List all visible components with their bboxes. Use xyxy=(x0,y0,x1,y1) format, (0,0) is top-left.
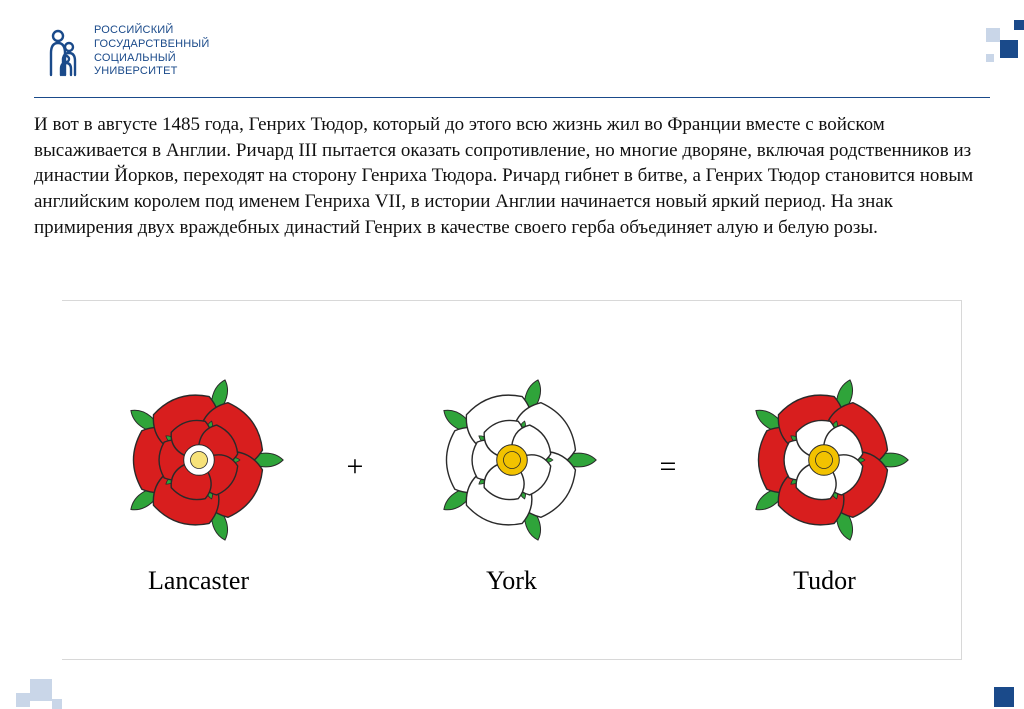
rose-tudor: Tudor xyxy=(739,375,909,596)
rose-icon xyxy=(739,375,909,550)
rose-label: Lancaster xyxy=(148,566,249,596)
rose-icon xyxy=(427,375,597,550)
rose-lancaster: Lancaster xyxy=(114,375,284,596)
equals-operator: = xyxy=(660,450,677,520)
org-line: СОЦИАЛЬНЫЙ xyxy=(94,52,209,66)
rose-equation-diagram: Lancaster + xyxy=(62,300,962,660)
rose-label: Tudor xyxy=(793,566,856,596)
org-line: УНИВЕРСИТЕТ xyxy=(94,65,209,79)
university-name: РОССИЙСКИЙ ГОСУДАРСТВЕННЫЙ СОЦИАЛЬНЫЙ УН… xyxy=(94,24,209,79)
rose-york: York xyxy=(427,375,597,596)
slide-header: РОССИЙСКИЙ ГОСУДАРСТВЕННЫЙ СОЦИАЛЬНЫЙ УН… xyxy=(0,0,1024,79)
slide-paragraph: И вот в августе 1485 года, Генрих Тюдор,… xyxy=(0,98,1024,240)
rose-icon xyxy=(114,375,284,550)
university-logo-icon xyxy=(44,27,84,77)
org-line: ГОСУДАРСТВЕННЫЙ xyxy=(94,38,209,52)
rose-label: York xyxy=(486,566,537,596)
plus-operator: + xyxy=(347,450,364,520)
org-line: РОССИЙСКИЙ xyxy=(94,24,209,38)
